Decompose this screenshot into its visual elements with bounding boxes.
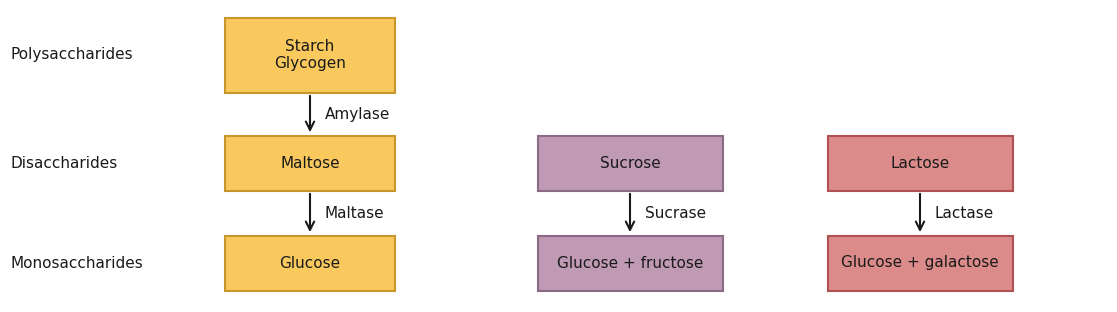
Text: Polysaccharides: Polysaccharides: [10, 47, 133, 62]
Text: Lactase: Lactase: [935, 206, 994, 221]
Text: Lactose: Lactose: [890, 155, 949, 170]
Text: Glucose: Glucose: [279, 256, 341, 271]
Text: Maltase: Maltase: [325, 206, 384, 221]
FancyBboxPatch shape: [225, 17, 395, 92]
FancyBboxPatch shape: [828, 236, 1012, 290]
Text: Maltose: Maltose: [280, 155, 340, 170]
Text: Sucrase: Sucrase: [645, 206, 706, 221]
FancyBboxPatch shape: [225, 135, 395, 191]
Text: Glucose + fructose: Glucose + fructose: [556, 256, 704, 271]
Text: Disaccharides: Disaccharides: [10, 155, 117, 170]
FancyBboxPatch shape: [828, 135, 1012, 191]
FancyBboxPatch shape: [537, 236, 723, 290]
Text: Glucose + galactose: Glucose + galactose: [841, 256, 999, 271]
Text: Sucrose: Sucrose: [600, 155, 660, 170]
FancyBboxPatch shape: [225, 236, 395, 290]
Text: Starch
Glycogen: Starch Glycogen: [274, 39, 346, 71]
FancyBboxPatch shape: [537, 135, 723, 191]
Text: Monosaccharides: Monosaccharides: [10, 256, 143, 271]
Text: Amylase: Amylase: [325, 106, 390, 121]
